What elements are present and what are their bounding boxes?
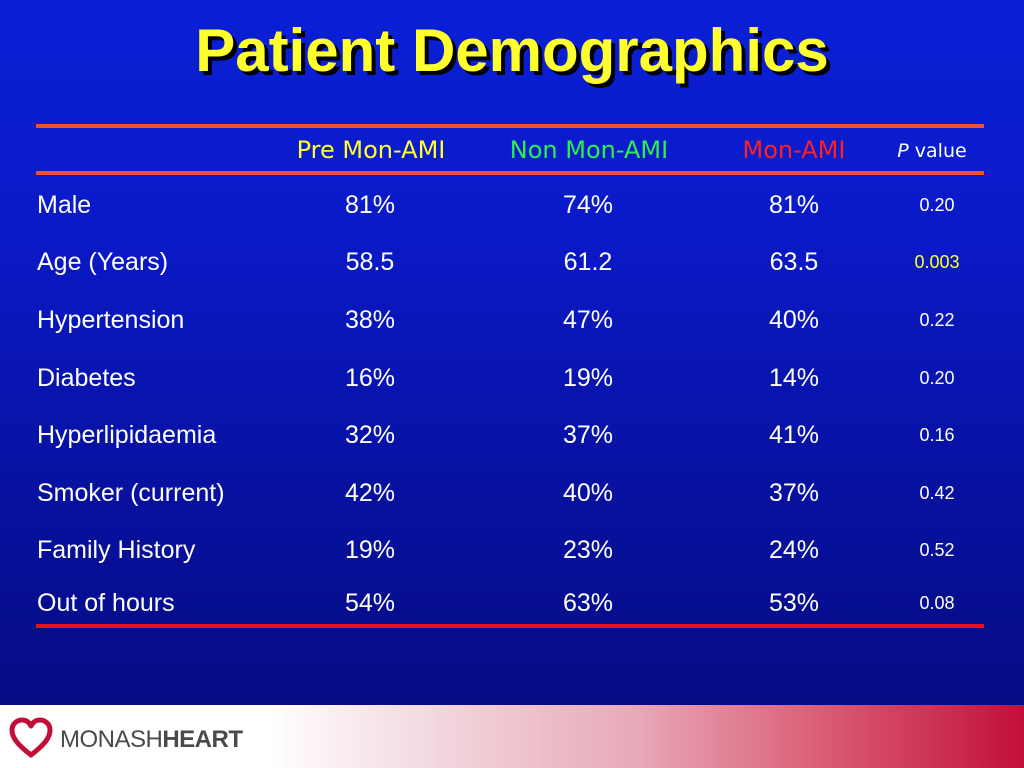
cell-non: 23% [562,536,614,564]
table-row: Diabetes 16% 19% 14% 0.20 [0,364,1024,394]
cell-pre: 16% [344,364,396,392]
row-label: Age (Years) [37,248,169,276]
cell-pre: 19% [344,536,396,564]
value-word: value [914,140,967,162]
cell-pre: 42% [344,479,396,507]
heart-icon [9,717,53,758]
column-header-non-mon-ami: Non Mon-AMI [509,136,669,164]
cell-mon: 37% [768,479,820,507]
page-title: Patient Demographics [195,17,829,84]
row-label: Hyperlipidaemia [37,421,217,449]
cell-mon: 14% [768,364,820,392]
cell-p-value: 0.52 [919,540,955,560]
cell-mon: 24% [768,536,820,564]
cell-mon: 41% [768,421,820,449]
table-row: Hypertension 38% 47% 40% 0.22 [0,306,1024,336]
cell-non: 47% [562,306,614,334]
cell-mon: 53% [768,589,820,617]
cell-pre: 54% [344,589,396,617]
cell-non: 40% [562,479,614,507]
row-label: Hypertension [37,306,185,334]
cell-non: 61.2 [563,248,613,276]
column-header-pre-mon-ami: Pre Mon-AMI [296,136,446,164]
logo-part-heart: HEART [162,726,243,753]
p-letter: P [897,140,909,162]
column-header-p-value: P value [880,140,984,162]
logo-wordmark: MONASHHEART [60,726,243,754]
cell-non: 37% [562,421,614,449]
row-label: Family History [37,536,196,564]
cell-pre: 38% [344,306,396,334]
cell-pre: 32% [344,421,396,449]
table-row: Out of hours 54% 63% 53% 0.08 [0,589,1024,619]
column-header-mon-ami: Mon-AMI [742,136,846,164]
cell-p-value: 0.20 [919,195,955,215]
cell-p-value: 0.20 [919,368,955,388]
table-row: Age (Years) 58.5 61.2 63.5 0.003 [0,248,1024,278]
cell-p-value: 0.003 [914,252,960,272]
footer-banner: MONASHHEART [0,705,1024,768]
row-label: Male [37,191,92,219]
table-row: Male 81% 74% 81% 0.20 [0,191,1024,221]
row-label: Diabetes [37,364,136,392]
cell-p-value: 0.08 [919,593,955,613]
table-bottom-rule [36,624,984,628]
table-header-rule [36,171,984,175]
cell-mon: 81% [768,191,820,219]
row-label: Smoker (current) [37,479,225,507]
table-row: Smoker (current) 42% 40% 37% 0.42 [0,479,1024,509]
logo-part-monash: MONASH [60,726,163,753]
cell-mon: 40% [768,306,820,334]
cell-non: 63% [562,589,614,617]
cell-pre: 81% [344,191,396,219]
cell-non: 74% [562,191,614,219]
monash-heart-logo: MONASHHEART [0,705,262,768]
cell-p-value: 0.42 [919,483,955,503]
table-row: Hyperlipidaemia 32% 37% 41% 0.16 [0,421,1024,451]
row-label: Out of hours [37,589,175,617]
cell-p-value: 0.16 [919,425,955,445]
table-top-rule [36,124,984,128]
cell-mon: 63.5 [769,248,819,276]
cell-non: 19% [562,364,614,392]
table-row: Family History 19% 23% 24% 0.52 [0,536,1024,566]
cell-pre: 58.5 [345,248,395,276]
cell-p-value: 0.22 [919,310,955,330]
